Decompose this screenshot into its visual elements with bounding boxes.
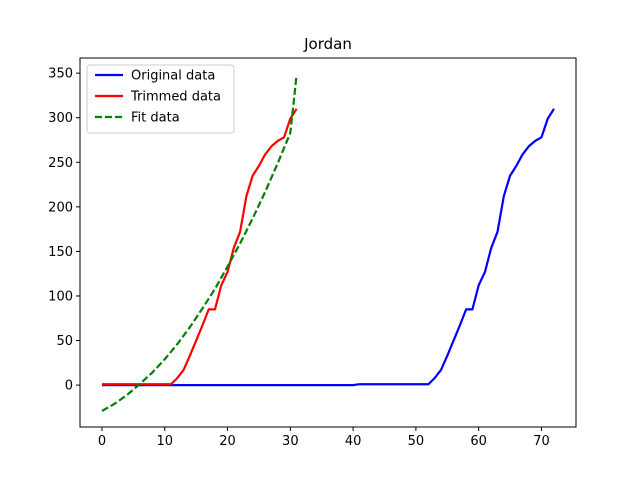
plot-frame [79, 57, 577, 428]
y-tick-label: 100 [48, 289, 73, 304]
x-axis: 0 10 20 30 40 50 60 70 [98, 427, 550, 449]
y-tick-label: 300 [48, 111, 73, 126]
legend-frame [86, 64, 235, 134]
x-tick-label: 30 [282, 434, 299, 449]
chart-title: Jordan [303, 35, 352, 53]
series-layer [101, 74, 555, 412]
x-tick-label: 60 [470, 434, 487, 449]
y-tick-label: 0 [65, 379, 73, 394]
legend-label-1: Original data [131, 69, 215, 84]
x-tick-label: 10 [156, 434, 173, 449]
x-tick-label: 0 [98, 434, 106, 449]
y-tick-label: 150 [48, 245, 73, 260]
legend: Original data Trimmed data Fit data [86, 64, 235, 134]
y-axis: 0 50 100 150 200 250 300 350 [48, 67, 80, 394]
y-tick-label: 250 [48, 156, 73, 171]
y-tick-label: 50 [56, 334, 73, 349]
y-tick-label: 200 [48, 200, 73, 215]
x-tick-label: 50 [408, 434, 425, 449]
y-tick-label: 350 [48, 67, 73, 82]
series-line-1 [101, 108, 555, 387]
legend-label-2: Trimmed data [130, 90, 221, 105]
series-line-2 [101, 108, 298, 386]
x-tick-label: 20 [219, 434, 236, 449]
legend-label-3: Fit data [131, 111, 180, 126]
x-tick-label: 70 [533, 434, 550, 449]
x-tick-label: 40 [345, 434, 362, 449]
series-line-3 [101, 74, 298, 412]
